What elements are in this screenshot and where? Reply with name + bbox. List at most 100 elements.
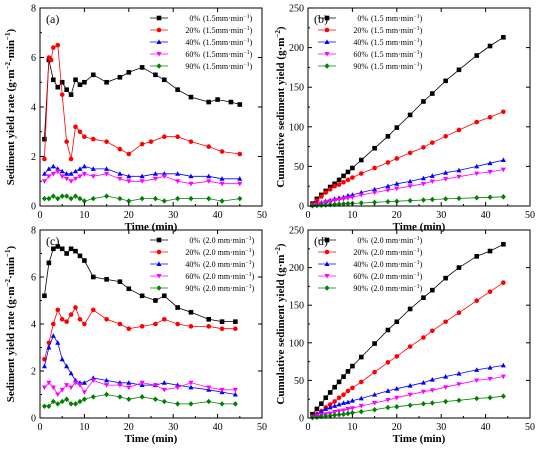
data-point [68, 195, 74, 202]
data-point [90, 174, 96, 179]
data-point [500, 167, 506, 173]
y-axis-title-part: −2 [4, 278, 12, 286]
data-point [77, 82, 83, 88]
data-point [162, 134, 167, 139]
data-point [219, 401, 225, 407]
legend-label-rate: (2.0 mm·min−1) [203, 260, 255, 269]
data-point [139, 195, 145, 202]
data-point [327, 402, 333, 407]
data-point [372, 392, 378, 397]
legend-rate-close: ) [250, 50, 253, 59]
y-axis-title-part: −1 [4, 249, 12, 257]
series-40pct [309, 362, 506, 419]
data-point [139, 141, 145, 147]
data-point [90, 274, 96, 280]
panel-label: (c) [46, 234, 59, 248]
data-point [340, 408, 347, 414]
data-point [59, 92, 65, 97]
data-point [407, 344, 413, 349]
legend-rate-close: ) [420, 236, 423, 245]
legend-label: 0% [189, 236, 200, 245]
y-tick-label: 50 [294, 376, 304, 387]
y-tick-label: 4 [31, 320, 36, 331]
data-point [73, 77, 78, 83]
panel-b: 0 10 20 30 40 50 0 50 100 150 200 250 Time (min) Cumu… [274, 4, 535, 234]
data-point [46, 380, 52, 386]
data-point [443, 373, 449, 379]
data-point [77, 383, 83, 388]
data-point [323, 202, 329, 208]
legend-label-rate: (1.5mm·min−1) [203, 38, 253, 47]
data-point [407, 197, 413, 204]
legend-pct: 20% [353, 248, 368, 257]
data-point [341, 173, 346, 179]
y-axis-title-part: Sediment yield rate (g·m [5, 286, 17, 402]
legend-label: 20% [353, 248, 368, 257]
data-point [148, 139, 154, 144]
series-line [312, 111, 504, 205]
legend-marker [324, 52, 330, 57]
data-point [332, 181, 337, 187]
y-tick-label: 8 [31, 226, 36, 237]
data-point [55, 42, 61, 48]
legend: 0% (2.0 mm·min−1)20% (2.0 mm·min−1)40% (2.0… [150, 236, 255, 293]
data-point [443, 78, 448, 84]
legend-rate-exp: −1 [413, 272, 419, 278]
legend-label-rate: (1.5 mm·min−1) [371, 62, 423, 71]
data-point [175, 385, 181, 391]
y-tick-label: 4 [31, 103, 36, 114]
data-point [340, 196, 347, 202]
legend-marker [324, 237, 330, 243]
legend-label: 40% [353, 260, 368, 269]
data-point [336, 401, 342, 407]
data-point [318, 409, 324, 414]
data-point [162, 77, 167, 83]
legend-pct: 40% [353, 38, 368, 47]
legend-rate-close: ) [252, 236, 255, 245]
panel-d: 0 10 20 30 40 50 0 50 100 150 200 250 Time (min) Cumu… [274, 226, 535, 446]
legend-label-rate: (1.5mm·min−1) [203, 14, 253, 23]
legend-label: 20% [185, 248, 200, 257]
data-point [161, 198, 167, 204]
data-point [64, 383, 70, 388]
y-tick-label: 200 [289, 263, 304, 274]
data-point [487, 248, 493, 254]
data-point [64, 171, 70, 176]
y-tick-label: 200 [289, 43, 304, 54]
data-point [153, 321, 158, 327]
data-point [487, 160, 493, 166]
data-point [430, 140, 435, 145]
data-point [126, 286, 132, 292]
data-point [500, 374, 506, 380]
panel-label: (d) [314, 234, 328, 248]
data-point [175, 305, 180, 310]
data-point [48, 57, 54, 63]
data-point [41, 195, 47, 202]
data-point [46, 344, 52, 350]
series-line [44, 170, 240, 185]
data-point [336, 409, 342, 414]
legend-rate: (2.0 mm·min [203, 236, 245, 245]
legend-pct: 20% [353, 26, 368, 35]
data-point [81, 163, 87, 169]
data-point [487, 43, 493, 49]
data-point [59, 168, 65, 174]
legend-rate: (1.5 mm·min [371, 38, 413, 47]
legend-label: 0% [357, 14, 368, 23]
data-point [358, 404, 364, 409]
legend-marker [324, 249, 330, 255]
data-point [139, 394, 145, 400]
data-point [206, 195, 212, 202]
data-point [407, 112, 413, 118]
series-line [44, 334, 236, 395]
x-tick-label: 40 [213, 422, 223, 433]
data-point [77, 174, 83, 179]
data-point [59, 356, 65, 362]
data-point [51, 45, 56, 50]
data-point [372, 186, 378, 192]
data-point [385, 198, 391, 205]
data-point [117, 279, 123, 284]
panel-label: (b) [314, 12, 328, 26]
legend-pct: 0% [189, 236, 200, 245]
